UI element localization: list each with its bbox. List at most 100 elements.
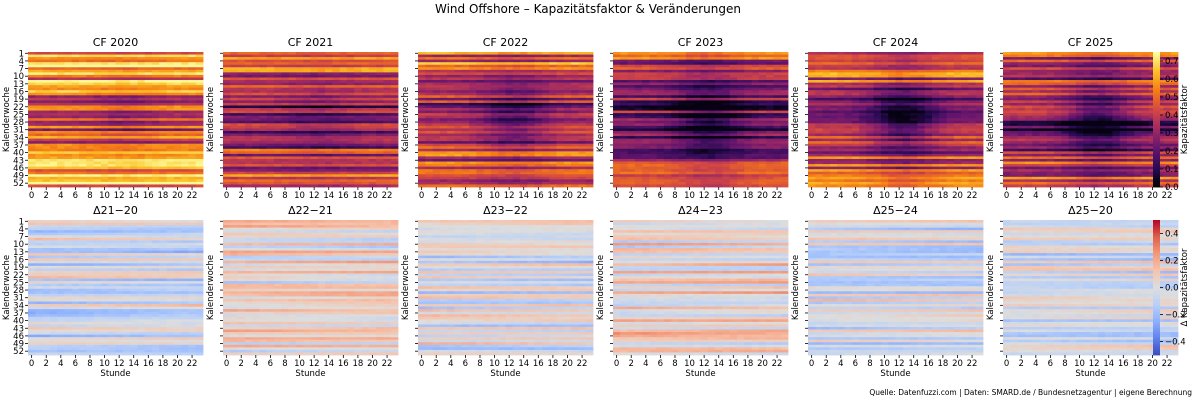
heatmap-cell (57, 181, 65, 185)
heatmap-cell (71, 128, 80, 132)
heatmap-cell (715, 123, 723, 127)
heatmap-cell (634, 130, 643, 134)
heatmap-cell (556, 108, 565, 111)
heatmap-cell (678, 115, 687, 119)
heatmap-cell (527, 156, 536, 160)
heatmap-cell (71, 82, 80, 86)
heatmap-cell (766, 118, 774, 122)
heatmap-cell (223, 92, 231, 96)
heatmap-cell (71, 138, 80, 142)
heatmap-cell (310, 179, 319, 183)
heatmap-cell (244, 95, 253, 99)
heatmap-cell (49, 125, 58, 129)
heatmap-cell (556, 148, 565, 152)
heatmap-cell (678, 67, 687, 71)
heatmap-cell (520, 115, 528, 119)
heatmap-cell (281, 52, 290, 55)
heatmap-cell (715, 67, 723, 71)
heatmap-cell (93, 77, 102, 81)
heatmap-cell (432, 54, 441, 58)
heatmap-cell (159, 161, 167, 165)
heatmap-cell (137, 97, 146, 101)
heatmap-cell (585, 156, 594, 160)
heatmap-cell (274, 108, 282, 111)
heatmap-cell (122, 156, 131, 160)
heatmap-cell (512, 82, 521, 86)
heatmap-cell (310, 59, 319, 63)
heatmap-cell (86, 123, 95, 127)
heatmap-cell (383, 118, 392, 122)
heatmap-cell (634, 143, 643, 147)
heatmap-cell (527, 174, 536, 178)
heatmap-cell (137, 128, 146, 132)
heatmap-cell (461, 110, 470, 114)
heatmap-cell (383, 102, 392, 106)
heatmap-cell (707, 105, 716, 109)
heatmap-cell (100, 171, 109, 175)
heatmap-cell (317, 82, 326, 86)
heatmap-cell (295, 138, 304, 142)
x-tick-label: 16 (143, 191, 154, 201)
heatmap-cell (664, 151, 672, 155)
heatmap-cell (664, 85, 672, 89)
heatmap-cell (383, 161, 392, 165)
heatmap-cell (188, 141, 197, 145)
heatmap-cell (166, 80, 175, 83)
heatmap-cell (35, 59, 43, 63)
heatmap-cell (490, 141, 499, 145)
heatmap-cell (130, 148, 138, 152)
heatmap-cell (634, 85, 643, 89)
heatmap-cell (339, 153, 348, 157)
heatmap-cell (35, 62, 43, 66)
heatmap-cell (376, 179, 384, 183)
heatmap-cell (181, 92, 189, 96)
heatmap-cell (715, 77, 723, 81)
heatmap-cell (766, 69, 774, 73)
heatmap-cell (281, 54, 290, 58)
heatmap-cell (173, 133, 182, 137)
heatmap-cell (700, 95, 709, 99)
heatmap-cell (230, 184, 238, 188)
heatmap-cell (678, 90, 687, 94)
heatmap-cell (773, 133, 782, 137)
panel-title: CF 2021 (288, 36, 334, 49)
heatmap-cell (439, 148, 448, 152)
heatmap-cell (425, 72, 433, 76)
heatmap-cell (418, 92, 426, 96)
heatmap-cell (122, 143, 131, 147)
heatmap-cell (346, 120, 355, 124)
heatmap-cell (195, 87, 204, 91)
heatmap-cell (527, 54, 536, 58)
heatmap-cell (108, 128, 116, 132)
heatmap-cell (563, 87, 572, 91)
heatmap-cell (122, 133, 131, 137)
heatmap-cell (325, 148, 333, 152)
heatmap-cell (693, 153, 701, 157)
heatmap-cell (527, 146, 536, 150)
heatmap-cell (418, 52, 426, 55)
heatmap-cell (310, 118, 319, 122)
heatmap-cell (483, 179, 492, 183)
heatmap-cell (649, 72, 658, 76)
heatmap-cell (115, 181, 124, 185)
heatmap-cell (469, 77, 477, 81)
x-tick-label: 8 (477, 191, 482, 201)
heatmap-cell (325, 72, 333, 76)
heatmap-cell (274, 146, 282, 150)
heatmap-cell (288, 87, 297, 91)
heatmap-cell (354, 105, 362, 109)
heatmap-cell (439, 80, 448, 83)
heatmap-cell (649, 133, 658, 137)
heatmap-cell (288, 166, 297, 170)
heatmap-cell (766, 52, 774, 55)
heatmap-cell (368, 176, 377, 180)
heatmap-cell (354, 133, 362, 137)
heatmap-cell (130, 171, 138, 175)
heatmap-cell (49, 128, 58, 132)
heatmap-cell (461, 128, 470, 132)
heatmap-cell (325, 105, 333, 109)
heatmap-cell (317, 125, 326, 129)
heatmap-cell (498, 72, 506, 76)
heatmap-cell (115, 130, 124, 134)
heatmap-cell (57, 64, 65, 68)
